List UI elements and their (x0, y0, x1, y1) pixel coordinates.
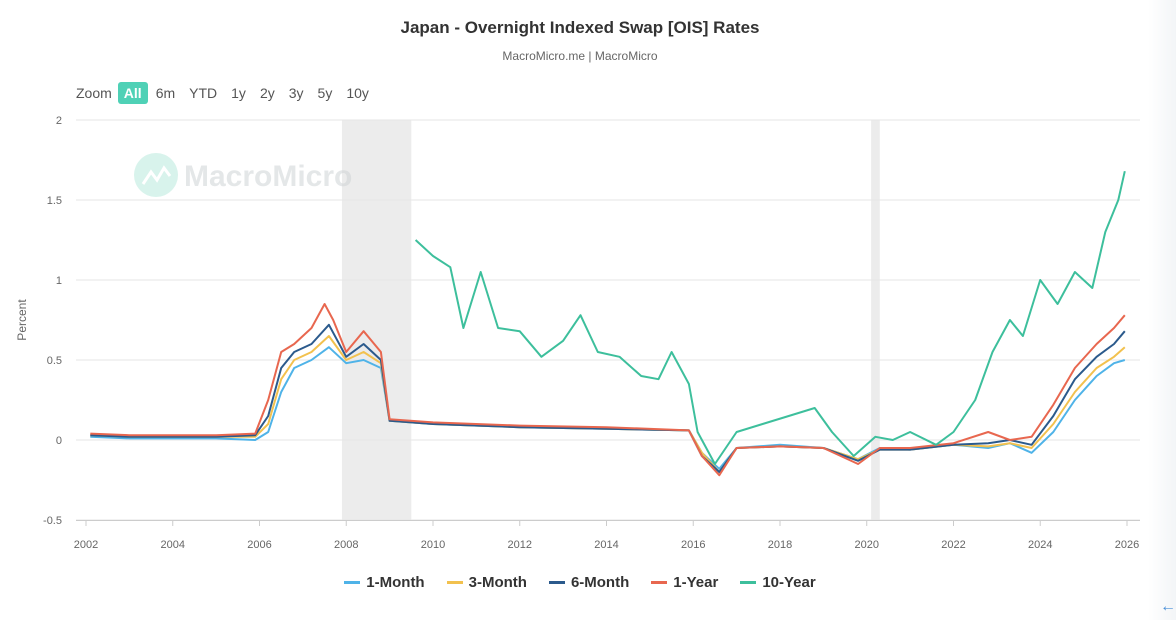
macromicro-logo-icon (134, 153, 178, 197)
legend-label-3-month: 3-Month (468, 574, 527, 591)
legend-item-6-month[interactable]: 6-Month (548, 574, 630, 591)
chart-title: Japan - Overnight Indexed Swap [OIS] Rat… (400, 18, 760, 37)
legend-label-1-year: 1-Year (673, 574, 719, 591)
legend-label-10-year: 10-Year (762, 574, 816, 591)
y-tick-label: 0 (56, 435, 62, 447)
zoom-10y-button[interactable]: 10y (346, 85, 369, 101)
x-tick-label: 2008 (334, 539, 358, 551)
y-tick-label: 1 (56, 275, 62, 287)
legend-swatch-1-month (344, 581, 361, 584)
legend-item-1-year[interactable]: 1-Year (651, 574, 718, 591)
y-axis-label: Percent (15, 299, 29, 341)
back-arrow-icon[interactable]: ← (1160, 598, 1176, 615)
zoom-6m-button[interactable]: 6m (155, 85, 176, 101)
chart-subtitle: MacroMicro.me | MacroMicro (502, 49, 658, 63)
legend-swatch-3-month (446, 581, 463, 584)
zoom-bar: Zoom All 6m YTD 1y 2y 3y 5y 10y (76, 80, 375, 106)
x-tick-label: 2002 (74, 539, 98, 551)
legend-swatch-6-month (548, 581, 565, 584)
page-edge-strip (1148, 0, 1176, 620)
y-tick-label: -0.5 (43, 515, 62, 527)
legend-item-10-year[interactable]: 10-Year (740, 574, 816, 591)
series-line-10-year (414, 170, 1126, 465)
y-tick-label: 0.5 (47, 355, 62, 367)
legend-item-1-month[interactable]: 1-Month (344, 574, 425, 591)
zoom-3y-button[interactable]: 3y (288, 85, 304, 101)
series-line-1-year (90, 303, 1126, 477)
series-line-6-month (90, 323, 1126, 473)
zoom-2y-button[interactable]: 2y (259, 85, 275, 101)
x-tick-label: 2024 (1028, 539, 1052, 551)
zoom-5y-button[interactable]: 5y (317, 85, 333, 101)
series-line-3-month (90, 335, 1126, 473)
legend-label-6-month: 6-Month (570, 574, 630, 591)
watermark: MacroMicro (134, 153, 352, 197)
zoom-1y-button[interactable]: 1y (231, 85, 246, 101)
x-tick-label: 2004 (161, 539, 185, 551)
x-tick-label: 2018 (768, 539, 792, 551)
x-tick-label: 2006 (247, 539, 271, 551)
legend: 1-Month 3-Month 6-Month 1-Year 10-Year (0, 574, 1160, 591)
y-tick-label: 1.5 (47, 195, 62, 207)
x-tick-label: 2014 (594, 539, 618, 551)
macromicro-logo-mark (141, 165, 172, 185)
legend-item-3-month[interactable]: 3-Month (446, 574, 527, 591)
watermark-text: MacroMicro (184, 160, 352, 193)
legend-swatch-10-year (740, 581, 757, 584)
x-tick-label: 2016 (681, 539, 705, 551)
zoom-label: Zoom (76, 85, 112, 101)
legend-swatch-1-year (651, 581, 668, 584)
x-tick-label: 2026 (1115, 539, 1139, 551)
shaded-period-1 (871, 120, 880, 520)
shaded-period-0 (341, 120, 412, 520)
x-tick-label: 2012 (508, 539, 532, 551)
zoom-ytd-button[interactable]: YTD (189, 85, 218, 101)
x-tick-label: 2010 (421, 539, 445, 551)
legend-label-1-month: 1-Month (366, 574, 425, 591)
zoom-all-button[interactable]: All (117, 82, 148, 104)
chart-plot: MacroMicro 2002 2004 2006 2008 2010 2012 2014 2… (15, 115, 1140, 551)
y-tick-label: 2 (56, 115, 62, 127)
x-tick-label: 2020 (854, 539, 878, 551)
x-tick-label: 2022 (941, 539, 965, 551)
